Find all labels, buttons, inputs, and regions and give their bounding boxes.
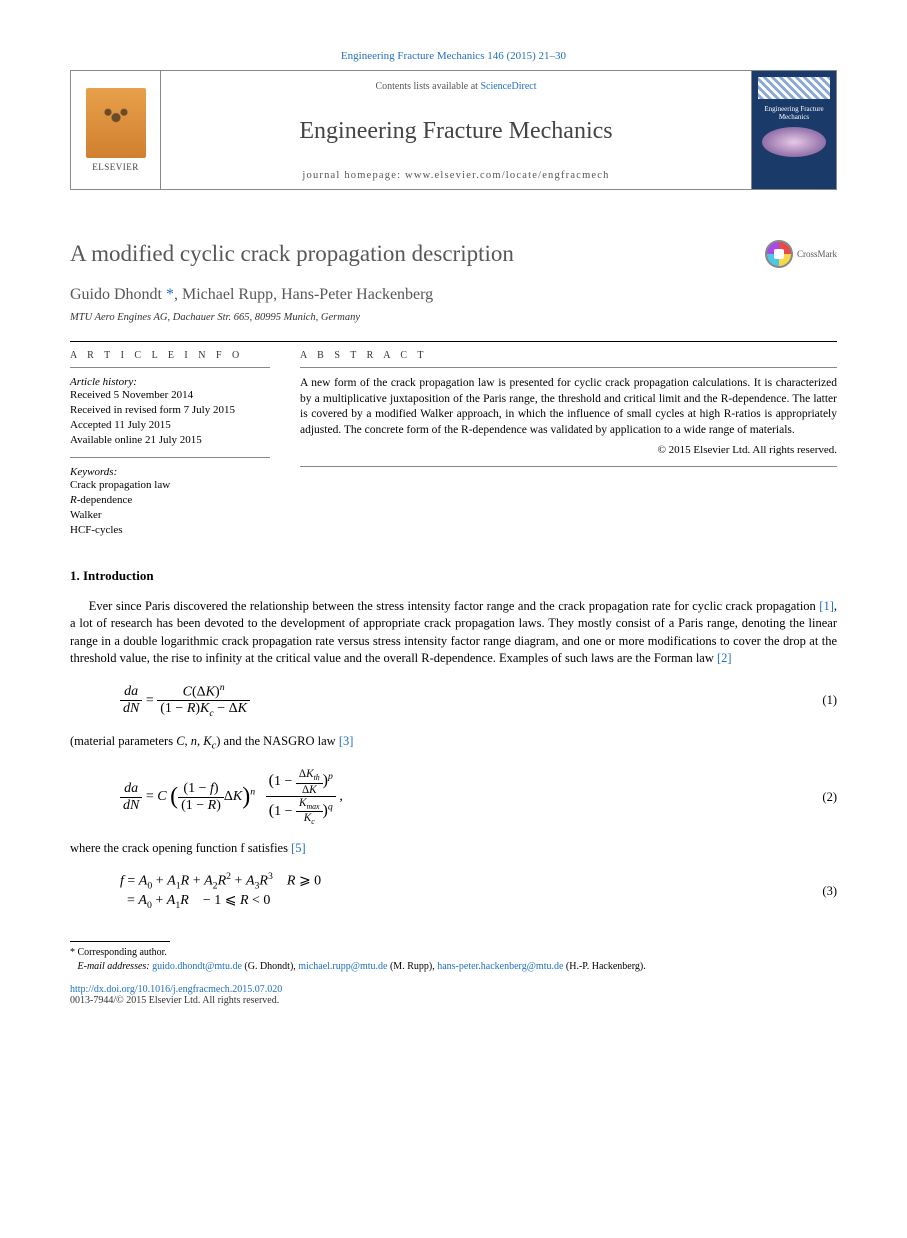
doi-link[interactable]: http://dx.doi.org/10.1016/j.engfracmech.… (70, 984, 837, 995)
history-label: Article history: (70, 376, 270, 388)
author-1[interactable]: Guido Dhondt (70, 286, 162, 303)
ref-1[interactable]: [1] (819, 599, 834, 613)
keywords-label: Keywords: (70, 466, 270, 478)
keyword-2: R-dependence (70, 493, 270, 508)
eq-3-number: (3) (797, 884, 837, 899)
article-info-column: A R T I C L E I N F O Article history: R… (70, 350, 270, 538)
footnote-separator (70, 941, 170, 942)
equation-1: dadN = C(ΔK)n(1 − R)Kc − ΔK (1) (70, 682, 837, 719)
abstract-heading: A B S T R A C T (300, 350, 837, 361)
authors-line: Guido Dhondt *, Michael Rupp, Hans-Peter… (70, 286, 837, 304)
elsevier-logo[interactable]: ELSEVIER (71, 71, 161, 189)
ref-5[interactable]: [5] (291, 841, 306, 855)
journal-header: ELSEVIER Contents lists available at Sci… (70, 70, 837, 190)
crossmark-icon (765, 240, 793, 268)
contents-prefix: Contents lists available at (375, 81, 480, 92)
abstract-column: A B S T R A C T A new form of the crack … (300, 350, 837, 538)
email-3[interactable]: hans-peter.hackenberg@mtu.de (437, 961, 563, 972)
top-citation: Engineering Fracture Mechanics 146 (2015… (70, 50, 837, 62)
journal-cover-thumbnail[interactable]: Engineering Fracture Mechanics (751, 71, 836, 189)
section-1-heading: 1. Introduction (70, 568, 837, 584)
divider (70, 341, 837, 342)
journal-homepage: journal homepage: www.elsevier.com/locat… (302, 170, 609, 181)
intro-paragraph-1: Ever since Paris discovered the relation… (70, 598, 837, 668)
crossmark-badge[interactable]: CrossMark (765, 240, 837, 268)
header-center: Contents lists available at ScienceDirec… (161, 71, 751, 189)
equation-2: dadN = C ((1 − f)(1 − R)ΔK)n (1 − ΔKthΔK… (70, 768, 837, 826)
divider (300, 466, 837, 467)
intro-paragraph-3: where the crack opening function f satis… (70, 840, 837, 858)
history-received: Received 5 November 2014 (70, 388, 270, 403)
keyword-4: HCF-cycles (70, 523, 270, 538)
article-title: A modified cyclic crack propagation desc… (70, 241, 514, 267)
intro-paragraph-2: (material parameters C, n, Kc) and the N… (70, 733, 837, 754)
equation-3: f = A0 + A1R + A2R2 + A3R3 R ⩾ 0 = A0 + … (70, 871, 837, 910)
keyword-1: Crack propagation law (70, 478, 270, 493)
eq-1-number: (1) (797, 693, 837, 708)
email-addresses: E-mail addresses: guido.dhondt@mtu.de (G… (70, 960, 837, 974)
contents-available: Contents lists available at ScienceDirec… (375, 81, 536, 92)
divider (70, 457, 270, 458)
keyword-3: Walker (70, 508, 270, 523)
author-2[interactable]: Michael Rupp (182, 286, 273, 303)
cover-image-icon (762, 127, 826, 157)
eq-2-number: (2) (797, 790, 837, 805)
divider (300, 367, 837, 368)
sciencedirect-link[interactable]: ScienceDirect (480, 81, 536, 92)
history-revised: Received in revised form 7 July 2015 (70, 403, 270, 418)
affiliation: MTU Aero Engines AG, Dachauer Str. 665, … (70, 312, 837, 323)
abstract-copyright: © 2015 Elsevier Ltd. All rights reserved… (300, 444, 837, 456)
author-3[interactable]: Hans-Peter Hackenberg (281, 286, 433, 303)
ref-2[interactable]: [2] (717, 651, 732, 665)
crossmark-label: CrossMark (797, 249, 837, 259)
elsevier-label: ELSEVIER (92, 162, 139, 172)
history-online: Available online 21 July 2015 (70, 433, 270, 448)
divider (70, 367, 270, 368)
issn-copyright: 0013-7944/© 2015 Elsevier Ltd. All right… (70, 995, 837, 1006)
corresponding-author-note: * Corresponding author. (70, 946, 837, 960)
ref-3[interactable]: [3] (339, 734, 354, 748)
article-info-heading: A R T I C L E I N F O (70, 350, 270, 361)
elsevier-tree-icon (86, 88, 146, 158)
cover-title: Engineering Fracture Mechanics (752, 105, 836, 121)
journal-name: Engineering Fracture Mechanics (299, 118, 612, 145)
email-2[interactable]: michael.rupp@mtu.de (298, 961, 387, 972)
email-1[interactable]: guido.dhondt@mtu.de (152, 961, 242, 972)
history-accepted: Accepted 11 July 2015 (70, 418, 270, 433)
abstract-text: A new form of the crack propagation law … (300, 376, 837, 438)
corresponding-marker[interactable]: * (162, 286, 174, 303)
